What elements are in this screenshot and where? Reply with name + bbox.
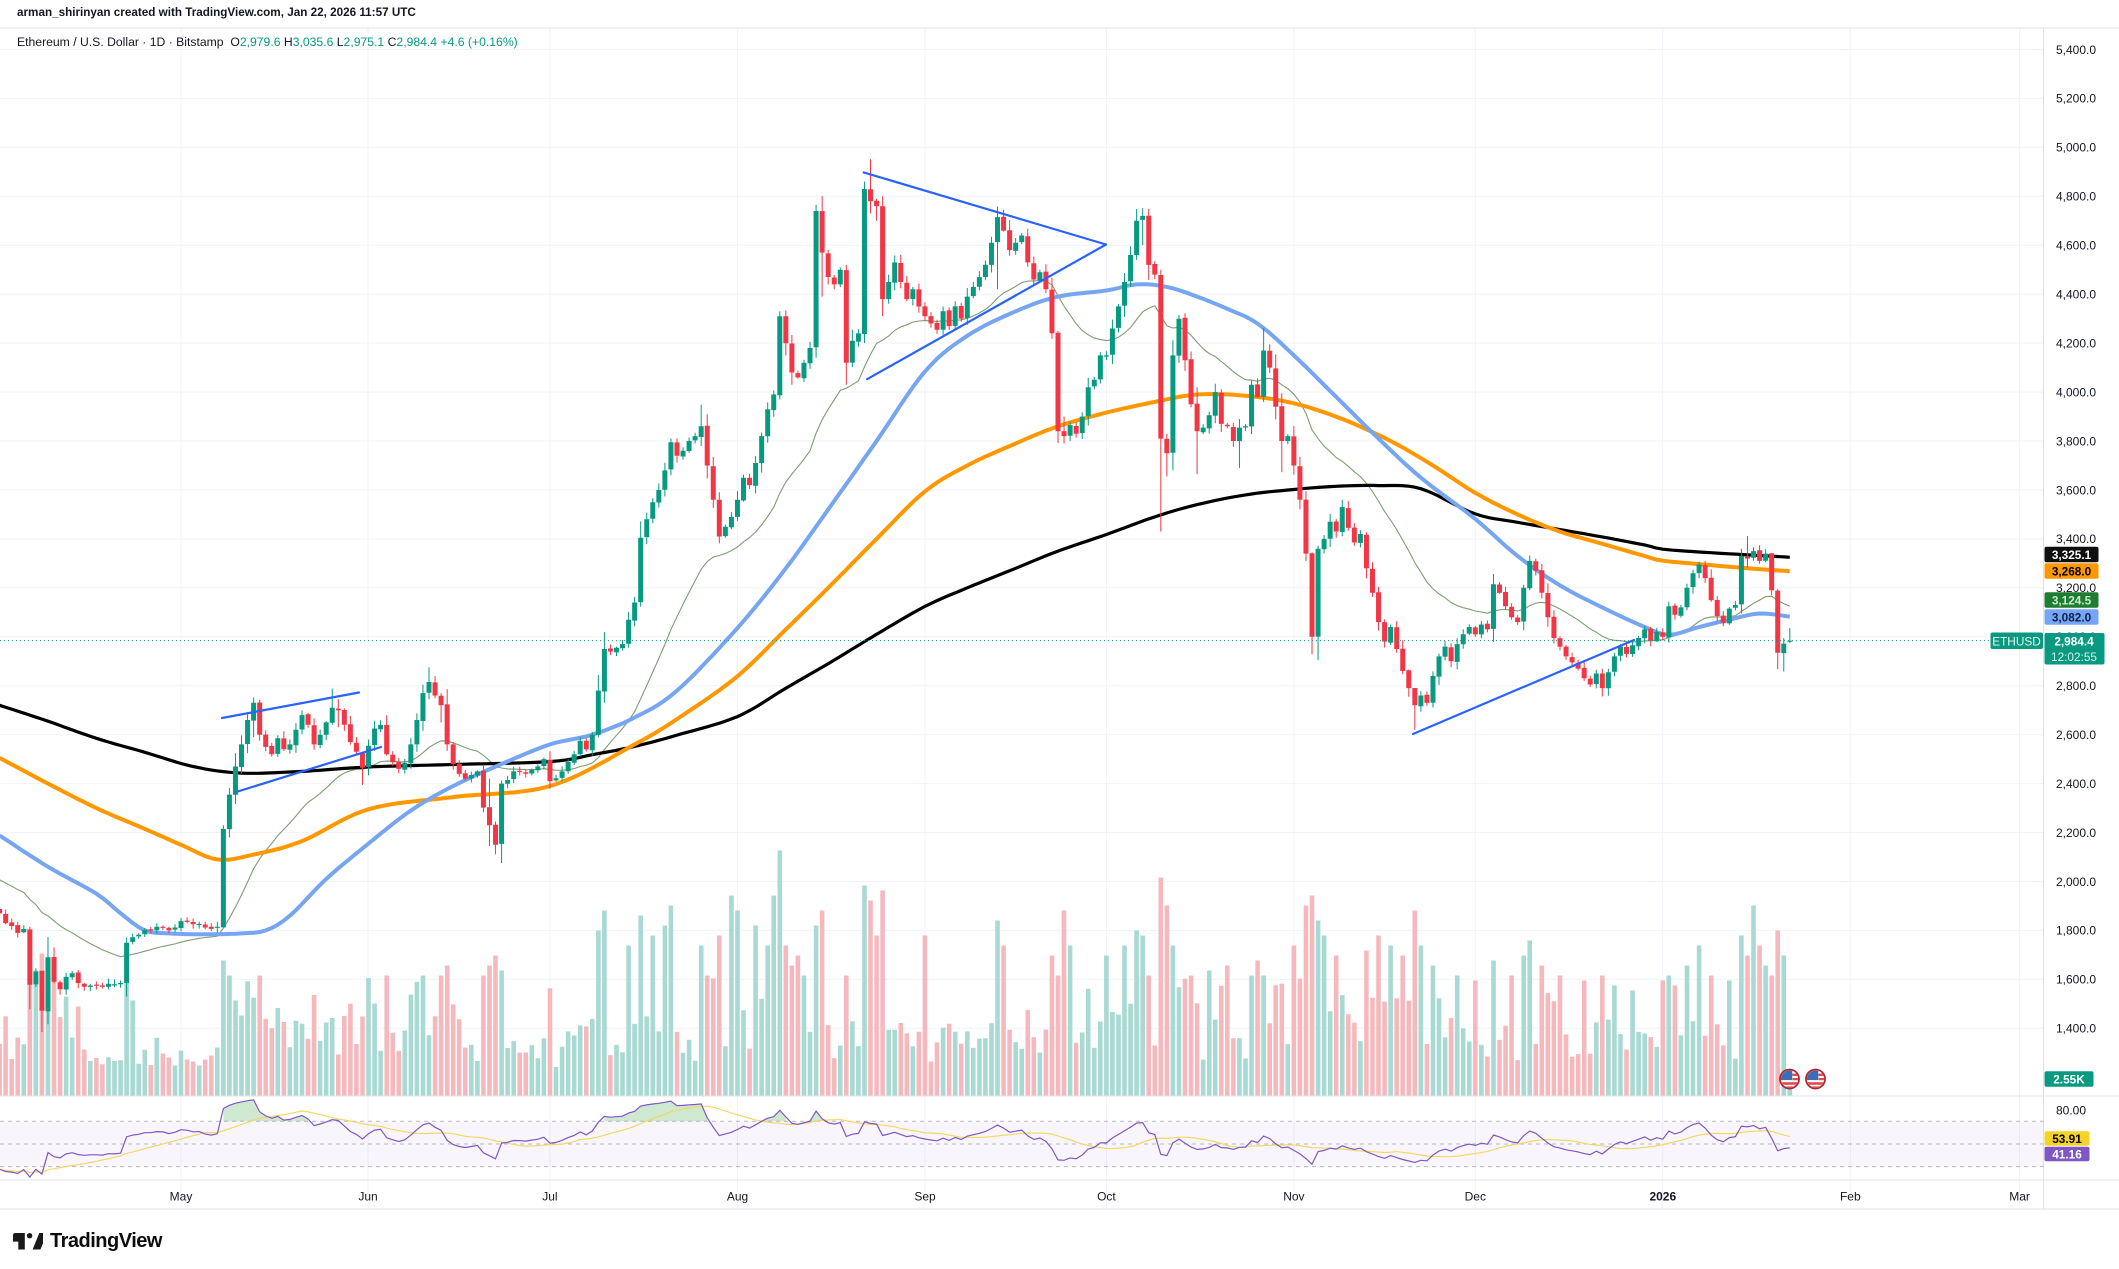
svg-text:2026: 2026 (1649, 1190, 1676, 1204)
svg-text:2,984.4: 2,984.4 (2054, 635, 2094, 649)
svg-text:2.55K: 2.55K (2053, 1072, 2085, 1086)
svg-text:3,200.0: 3,200.0 (2056, 581, 2096, 595)
svg-text:Feb: Feb (1840, 1190, 1861, 1204)
svg-text:3,325.1: 3,325.1 (2052, 548, 2092, 562)
svg-text:53.91: 53.91 (2052, 1132, 2082, 1146)
svg-text:4,800.0: 4,800.0 (2056, 190, 2096, 204)
svg-text:ETHUSD: ETHUSD (1992, 634, 2041, 648)
svg-text:Mar: Mar (2009, 1190, 2030, 1204)
svg-text:5,400.0: 5,400.0 (2056, 43, 2096, 57)
svg-text:2,200.0: 2,200.0 (2056, 826, 2096, 840)
svg-text:4,600.0: 4,600.0 (2056, 239, 2096, 253)
svg-text:Jun: Jun (358, 1190, 377, 1204)
svg-text:1,600.0: 1,600.0 (2056, 973, 2096, 987)
svg-text:2,800.0: 2,800.0 (2056, 679, 2096, 693)
svg-text:3,268.0: 3,268.0 (2052, 564, 2092, 578)
svg-text:2,400.0: 2,400.0 (2056, 777, 2096, 791)
svg-text:4,200.0: 4,200.0 (2056, 336, 2096, 350)
svg-text:3,800.0: 3,800.0 (2056, 434, 2096, 448)
svg-text:4,400.0: 4,400.0 (2056, 288, 2096, 302)
svg-text:3,600.0: 3,600.0 (2056, 483, 2096, 497)
svg-text:80.00: 80.00 (2056, 1103, 2086, 1117)
svg-text:May: May (170, 1190, 193, 1204)
svg-text:3,124.5: 3,124.5 (2052, 593, 2092, 607)
svg-text:2,600.0: 2,600.0 (2056, 728, 2096, 742)
svg-text:1,400.0: 1,400.0 (2056, 1022, 2096, 1036)
svg-text:1,800.0: 1,800.0 (2056, 924, 2096, 938)
svg-text:3,400.0: 3,400.0 (2056, 532, 2096, 546)
svg-text:Oct: Oct (1097, 1190, 1116, 1204)
svg-text:41.16: 41.16 (2052, 1147, 2082, 1161)
svg-text:Dec: Dec (1465, 1190, 1486, 1204)
svg-text:5,000.0: 5,000.0 (2056, 141, 2096, 155)
svg-text:Jul: Jul (542, 1190, 557, 1204)
svg-text:12:02:55: 12:02:55 (2051, 650, 2097, 664)
svg-text:Sep: Sep (914, 1190, 936, 1204)
svg-text:4,000.0: 4,000.0 (2056, 385, 2096, 399)
svg-text:3,082.0: 3,082.0 (2052, 610, 2092, 624)
svg-text:Nov: Nov (1283, 1190, 1304, 1204)
svg-text:5,200.0: 5,200.0 (2056, 92, 2096, 106)
svg-text:Aug: Aug (727, 1190, 748, 1204)
svg-text:2,000.0: 2,000.0 (2056, 875, 2096, 889)
